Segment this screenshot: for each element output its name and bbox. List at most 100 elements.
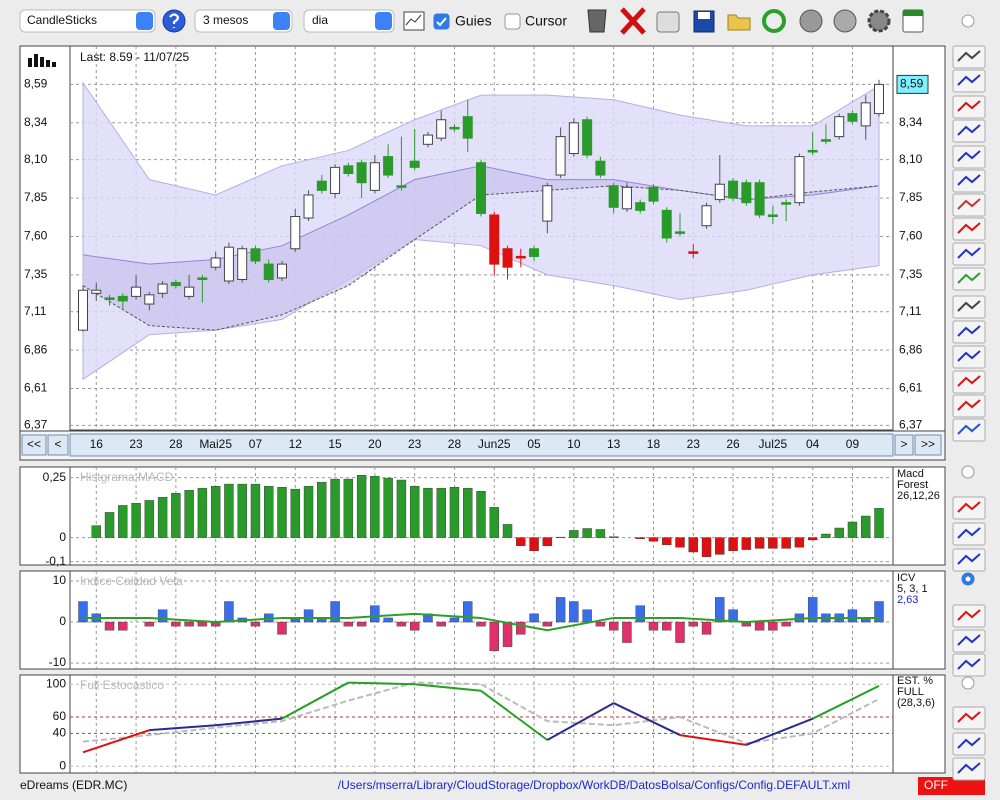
tool-button[interactable] — [952, 496, 986, 520]
candle-body — [476, 162, 486, 214]
tool-button[interactable] — [952, 604, 986, 628]
histogram-bar — [157, 497, 168, 538]
date-label: Jul25 — [759, 437, 788, 451]
candle-body — [250, 248, 261, 262]
histogram-bar — [264, 486, 274, 538]
tool-button[interactable] — [952, 757, 986, 781]
tool-button[interactable] — [952, 145, 986, 169]
interval-select[interactable] — [303, 9, 395, 33]
guides-checkbox[interactable] — [433, 13, 450, 30]
tool-glyph — [957, 272, 981, 284]
histogram-bar — [370, 605, 380, 623]
tool-glyph — [957, 553, 981, 565]
tool-button[interactable] — [952, 653, 986, 677]
histogram-bar — [449, 617, 460, 623]
tool-button[interactable] — [952, 345, 986, 369]
panel-legend: 26,12,26 — [897, 490, 940, 502]
date-scroll[interactable] — [69, 433, 894, 457]
select-arrow — [273, 12, 290, 30]
date-label: 05 — [527, 437, 541, 451]
open-button[interactable] — [727, 14, 751, 31]
radio-button[interactable] — [961, 676, 975, 690]
help-glyph — [169, 13, 180, 28]
histogram-bar — [356, 475, 367, 538]
chart-type-select[interactable] — [19, 9, 156, 33]
nav-button[interactable] — [47, 434, 69, 456]
nav-button[interactable] — [914, 434, 942, 456]
stochastic-k — [149, 724, 216, 732]
candle-body — [621, 186, 632, 210]
histogram-bar — [834, 527, 844, 538]
histogram-bar — [555, 597, 566, 623]
tool-button[interactable] — [952, 629, 986, 653]
candle-body — [635, 202, 646, 211]
date-label: Jun25 — [478, 437, 511, 451]
refresh-button[interactable] — [762, 9, 786, 33]
tool-button[interactable] — [952, 193, 986, 217]
tool-glyph — [957, 762, 981, 774]
tool-glyph — [957, 527, 981, 539]
trash-button[interactable] — [587, 9, 607, 33]
print-button[interactable] — [656, 11, 680, 33]
checkmark — [436, 17, 447, 27]
period-select[interactable] — [194, 9, 293, 33]
tool-button[interactable] — [952, 45, 986, 69]
tool-glyph — [957, 711, 981, 723]
cursor-checkbox[interactable] — [504, 13, 521, 30]
tool-button[interactable] — [952, 119, 986, 143]
config-path[interactable]: /Users/mserra/Library/CloudStorage/Dropb… — [338, 778, 850, 792]
candle-body — [807, 149, 818, 153]
histogram-bar — [330, 478, 340, 538]
tool-glyph — [957, 74, 981, 86]
y-tick-label: 40 — [53, 726, 67, 740]
histogram-bar — [343, 621, 354, 627]
icon-bar — [40, 57, 44, 67]
tool-button[interactable] — [952, 267, 986, 291]
histogram-bar — [516, 537, 526, 546]
nav-button[interactable] — [21, 434, 47, 456]
histogram-bar — [662, 621, 672, 631]
candle-body — [529, 248, 540, 257]
tool-button[interactable] — [952, 242, 986, 266]
radio-button[interactable] — [961, 14, 975, 28]
tool-button[interactable] — [952, 95, 986, 119]
mode-button[interactable] — [918, 777, 985, 795]
tool-button[interactable] — [952, 370, 986, 394]
candle-body — [688, 251, 699, 254]
settings-button[interactable] — [867, 9, 891, 33]
tool-button[interactable] — [952, 69, 986, 93]
date-label: 16 — [90, 437, 104, 451]
delete-button[interactable] — [620, 7, 646, 35]
y-tick-label: 7,60 — [24, 229, 48, 243]
candle-body — [170, 282, 181, 287]
nav-button[interactable] — [894, 434, 914, 456]
histogram-bar — [184, 621, 194, 627]
tool-button[interactable] — [952, 394, 986, 418]
histogram-bar — [861, 515, 871, 538]
tool-glyph — [957, 100, 981, 112]
tool-button[interactable] — [952, 732, 986, 756]
histogram-bar — [210, 486, 221, 538]
candle-body — [290, 215, 301, 250]
tool-button[interactable] — [952, 418, 986, 442]
candle-body — [316, 180, 327, 191]
currency-button[interactable] — [833, 9, 857, 33]
tool-glyph — [957, 300, 981, 312]
histogram-bar — [635, 605, 645, 623]
histogram-bar — [396, 621, 407, 627]
tool-button[interactable] — [952, 295, 986, 319]
panel-legend: 2,63 — [897, 594, 918, 606]
date-label: 18 — [647, 437, 661, 451]
histogram-bar — [608, 536, 619, 538]
inner-band — [83, 165, 879, 331]
tool-button[interactable] — [952, 522, 986, 546]
histogram-bar — [118, 505, 128, 538]
tool-button[interactable] — [952, 169, 986, 193]
tool-glyph — [957, 375, 981, 387]
dividend-button[interactable] — [799, 9, 823, 33]
tool-button[interactable] — [952, 320, 986, 344]
tool-button[interactable] — [952, 706, 986, 730]
tool-button[interactable] — [952, 548, 986, 572]
tool-button[interactable] — [952, 217, 986, 241]
radio-button[interactable] — [961, 465, 975, 479]
